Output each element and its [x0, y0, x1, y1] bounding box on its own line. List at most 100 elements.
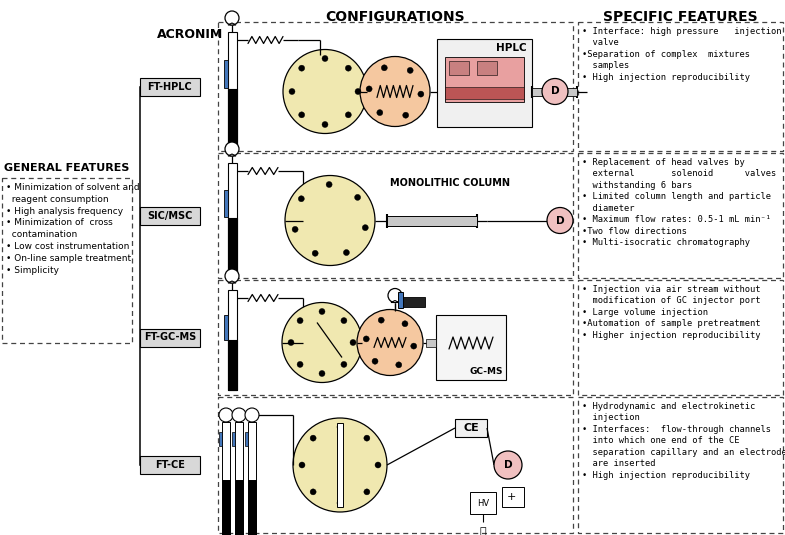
- Circle shape: [299, 462, 305, 468]
- Text: • Minimization of solvent and
  reagent consumption
• High analysis frequency
• : • Minimization of solvent and reagent co…: [6, 183, 140, 274]
- Text: • Hydrodynamic and electrokinetic
  injection
• Interfaces:  flow-through channe: • Hydrodynamic and electrokinetic inject…: [582, 402, 785, 480]
- Circle shape: [282, 302, 362, 383]
- Text: D: D: [556, 216, 564, 225]
- Bar: [224, 190, 228, 217]
- Bar: [228, 163, 237, 273]
- Bar: [248, 422, 256, 535]
- Circle shape: [382, 65, 387, 71]
- Circle shape: [378, 317, 384, 323]
- Bar: [222, 480, 230, 535]
- Text: D: D: [504, 460, 513, 470]
- Text: FT-HPLC: FT-HPLC: [148, 81, 192, 91]
- Polygon shape: [228, 281, 236, 283]
- Bar: [436, 315, 506, 380]
- Bar: [235, 480, 243, 535]
- Text: HPLC: HPLC: [496, 43, 527, 53]
- Circle shape: [357, 310, 423, 376]
- Bar: [218, 397, 573, 533]
- Bar: [2, 178, 132, 343]
- Circle shape: [337, 424, 343, 430]
- Text: GENERAL FEATURES: GENERAL FEATURES: [4, 163, 130, 173]
- Circle shape: [245, 408, 259, 422]
- Circle shape: [363, 336, 369, 342]
- Circle shape: [319, 309, 325, 315]
- Text: • Replacement of head valves by
  external       solenoid      valves
  withstan: • Replacement of head valves by external…: [582, 158, 776, 247]
- Bar: [228, 32, 237, 146]
- Text: CE: CE: [463, 423, 479, 433]
- Text: D: D: [551, 87, 559, 96]
- Text: • Injection via air stream without
  modification of GC injector port
• Large vo: • Injection via air stream without modif…: [582, 285, 761, 340]
- Circle shape: [337, 500, 343, 506]
- Bar: [228, 340, 237, 390]
- Text: SIC/MSC: SIC/MSC: [148, 210, 192, 220]
- Circle shape: [350, 340, 356, 346]
- Text: ACRONIM: ACRONIM: [157, 28, 223, 41]
- Circle shape: [388, 288, 402, 302]
- Bar: [218, 22, 573, 151]
- Circle shape: [319, 371, 325, 377]
- Circle shape: [292, 226, 298, 232]
- Bar: [228, 290, 237, 390]
- Circle shape: [375, 462, 381, 468]
- Bar: [470, 492, 496, 514]
- Bar: [398, 292, 403, 308]
- Circle shape: [341, 318, 347, 324]
- Circle shape: [363, 225, 368, 231]
- Circle shape: [377, 110, 383, 116]
- Text: SPECIFIC FEATURES: SPECIFIC FEATURES: [603, 10, 758, 24]
- Circle shape: [288, 340, 294, 346]
- Text: FT-CE: FT-CE: [155, 460, 185, 470]
- Text: CONFIGURATIONS: CONFIGURATIONS: [325, 10, 465, 24]
- Polygon shape: [228, 23, 236, 25]
- Bar: [228, 89, 237, 146]
- Circle shape: [232, 408, 246, 422]
- Bar: [140, 456, 200, 474]
- Bar: [248, 480, 256, 535]
- Polygon shape: [391, 301, 399, 302]
- Bar: [140, 78, 200, 96]
- Circle shape: [225, 142, 239, 156]
- Bar: [337, 423, 343, 507]
- Bar: [235, 422, 243, 535]
- Circle shape: [225, 11, 239, 25]
- Circle shape: [293, 418, 387, 512]
- Text: MONOLITHIC COLUMN: MONOLITHIC COLUMN: [390, 178, 510, 188]
- Circle shape: [298, 112, 305, 118]
- Circle shape: [355, 88, 361, 95]
- Bar: [578, 397, 783, 533]
- Circle shape: [341, 362, 347, 368]
- Circle shape: [345, 112, 352, 118]
- Bar: [477, 61, 497, 75]
- Circle shape: [283, 50, 367, 134]
- Circle shape: [310, 435, 316, 441]
- Circle shape: [411, 343, 417, 349]
- Circle shape: [289, 88, 295, 95]
- Polygon shape: [228, 154, 236, 156]
- Circle shape: [310, 489, 316, 495]
- Bar: [426, 339, 436, 347]
- Bar: [578, 22, 783, 151]
- Bar: [140, 207, 200, 225]
- Bar: [449, 61, 469, 75]
- Bar: [228, 218, 237, 273]
- Bar: [218, 153, 573, 278]
- Circle shape: [343, 249, 349, 256]
- Text: GC-MS: GC-MS: [469, 367, 503, 376]
- Circle shape: [285, 175, 375, 265]
- Circle shape: [364, 435, 370, 441]
- Bar: [224, 60, 228, 88]
- Circle shape: [297, 362, 303, 368]
- Bar: [245, 432, 248, 446]
- Bar: [219, 432, 222, 446]
- Bar: [403, 296, 425, 307]
- Circle shape: [364, 489, 370, 495]
- Circle shape: [298, 196, 305, 202]
- Circle shape: [418, 91, 424, 97]
- Text: ⏚: ⏚: [480, 527, 487, 535]
- Circle shape: [396, 362, 402, 368]
- Circle shape: [297, 318, 303, 324]
- Circle shape: [219, 408, 233, 422]
- Bar: [387, 216, 477, 225]
- Circle shape: [360, 57, 430, 126]
- Bar: [578, 153, 783, 278]
